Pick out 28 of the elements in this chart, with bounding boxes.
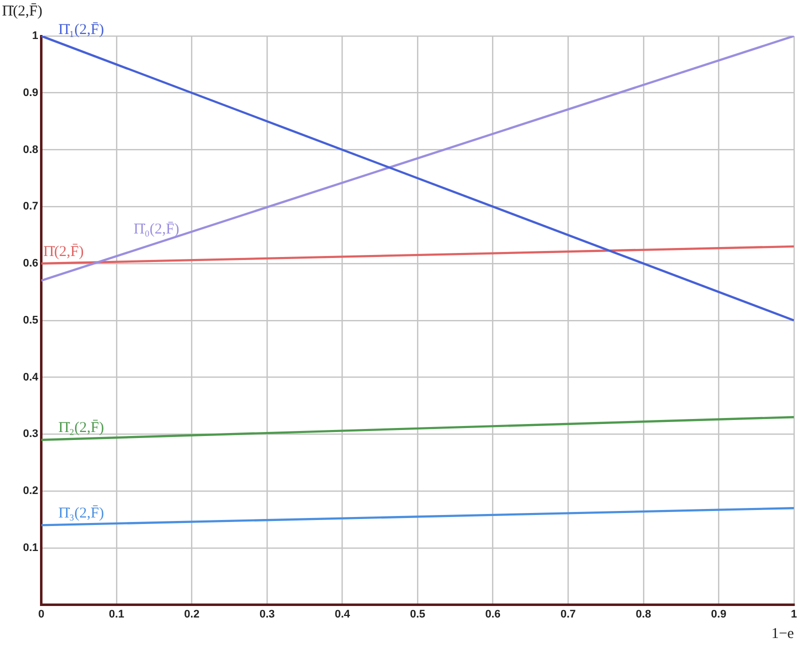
x-tick-label: 0.1 xyxy=(108,608,124,620)
y-tick-label: 0.6 xyxy=(22,258,38,270)
y-tick-label: 0.7 xyxy=(22,200,38,213)
x-tick-label: 0.7 xyxy=(560,608,576,620)
series-label: Π̇₃(2,F̄) xyxy=(58,504,104,522)
y-tick-label: 0.9 xyxy=(22,86,38,99)
y-tick-label: 0.2 xyxy=(22,485,38,498)
x-tick-label: 0.9 xyxy=(711,608,726,620)
series-label: Π̇₀(2,F̄) xyxy=(134,220,180,238)
x-tick-label: 0.4 xyxy=(334,608,351,620)
x-tick-label: 0.2 xyxy=(184,608,200,620)
y-tick-label: 0.1 xyxy=(22,542,38,554)
y-tick-label: 0.8 xyxy=(22,144,38,156)
x-tick-label: 0.5 xyxy=(410,608,426,620)
x-tick-label: 0.8 xyxy=(636,608,652,620)
x-tick-label: 0.3 xyxy=(259,608,275,620)
series-label: Π̇₂(2,F̄) xyxy=(58,419,104,436)
series-label: Π̇₁(2,F̄) xyxy=(58,21,104,38)
y-tick-label: 0.4 xyxy=(22,371,40,384)
x-axis-title: 1−e xyxy=(771,626,794,642)
series-label: Π̇(2,F̄) xyxy=(43,243,84,260)
y-axis-title: Π̇(2,F̄) xyxy=(2,2,42,20)
y-tick-label: 0.3 xyxy=(22,428,38,440)
y-tick-label: 0.5 xyxy=(22,314,38,326)
y-tick-label: 1 xyxy=(32,30,38,42)
x-tick-label: 0 xyxy=(38,608,44,620)
x-tick-label: 1 xyxy=(790,608,798,620)
x-tick-label: 0.6 xyxy=(485,608,501,620)
